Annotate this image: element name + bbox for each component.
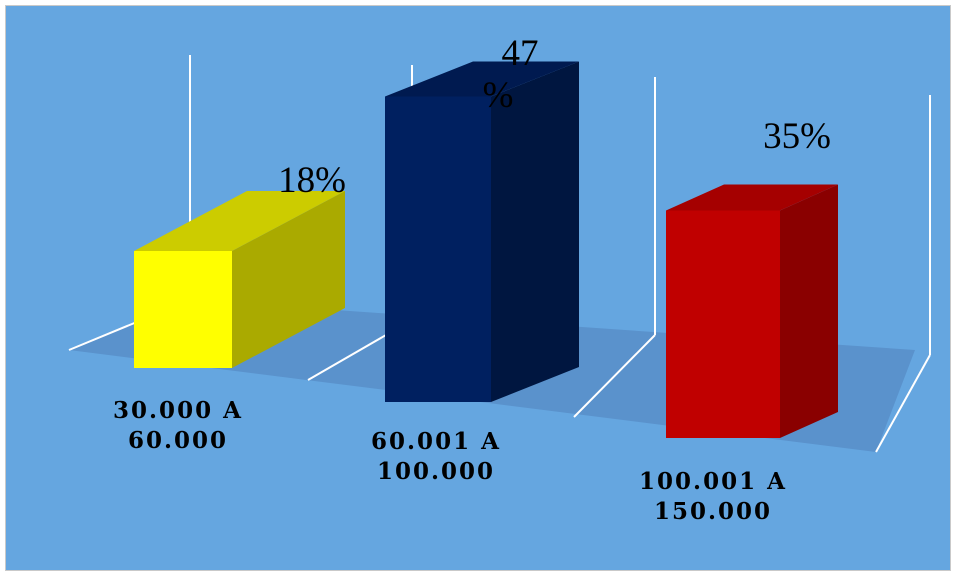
data-label: 18% <box>278 160 346 201</box>
data-label: 47% <box>483 33 539 116</box>
chart-frame <box>5 5 951 571</box>
bar-front <box>666 210 780 438</box>
floor-edge-line <box>573 334 656 418</box>
bar-top <box>666 184 838 211</box>
data-label: 35% <box>763 116 831 157</box>
category-label: 30.000 A 60.000 <box>113 397 243 454</box>
category-label: 60.001 A 100.000 <box>371 428 501 485</box>
bar-side <box>491 61 579 402</box>
bar-side <box>232 191 345 368</box>
bar-front <box>385 96 491 402</box>
bar-top <box>385 61 579 97</box>
floor-edge-line <box>875 354 931 453</box>
bar-side <box>780 184 838 438</box>
category-label: 100.001 A 150.000 <box>639 468 787 525</box>
bar-front <box>134 251 232 368</box>
bar-top <box>134 191 345 251</box>
